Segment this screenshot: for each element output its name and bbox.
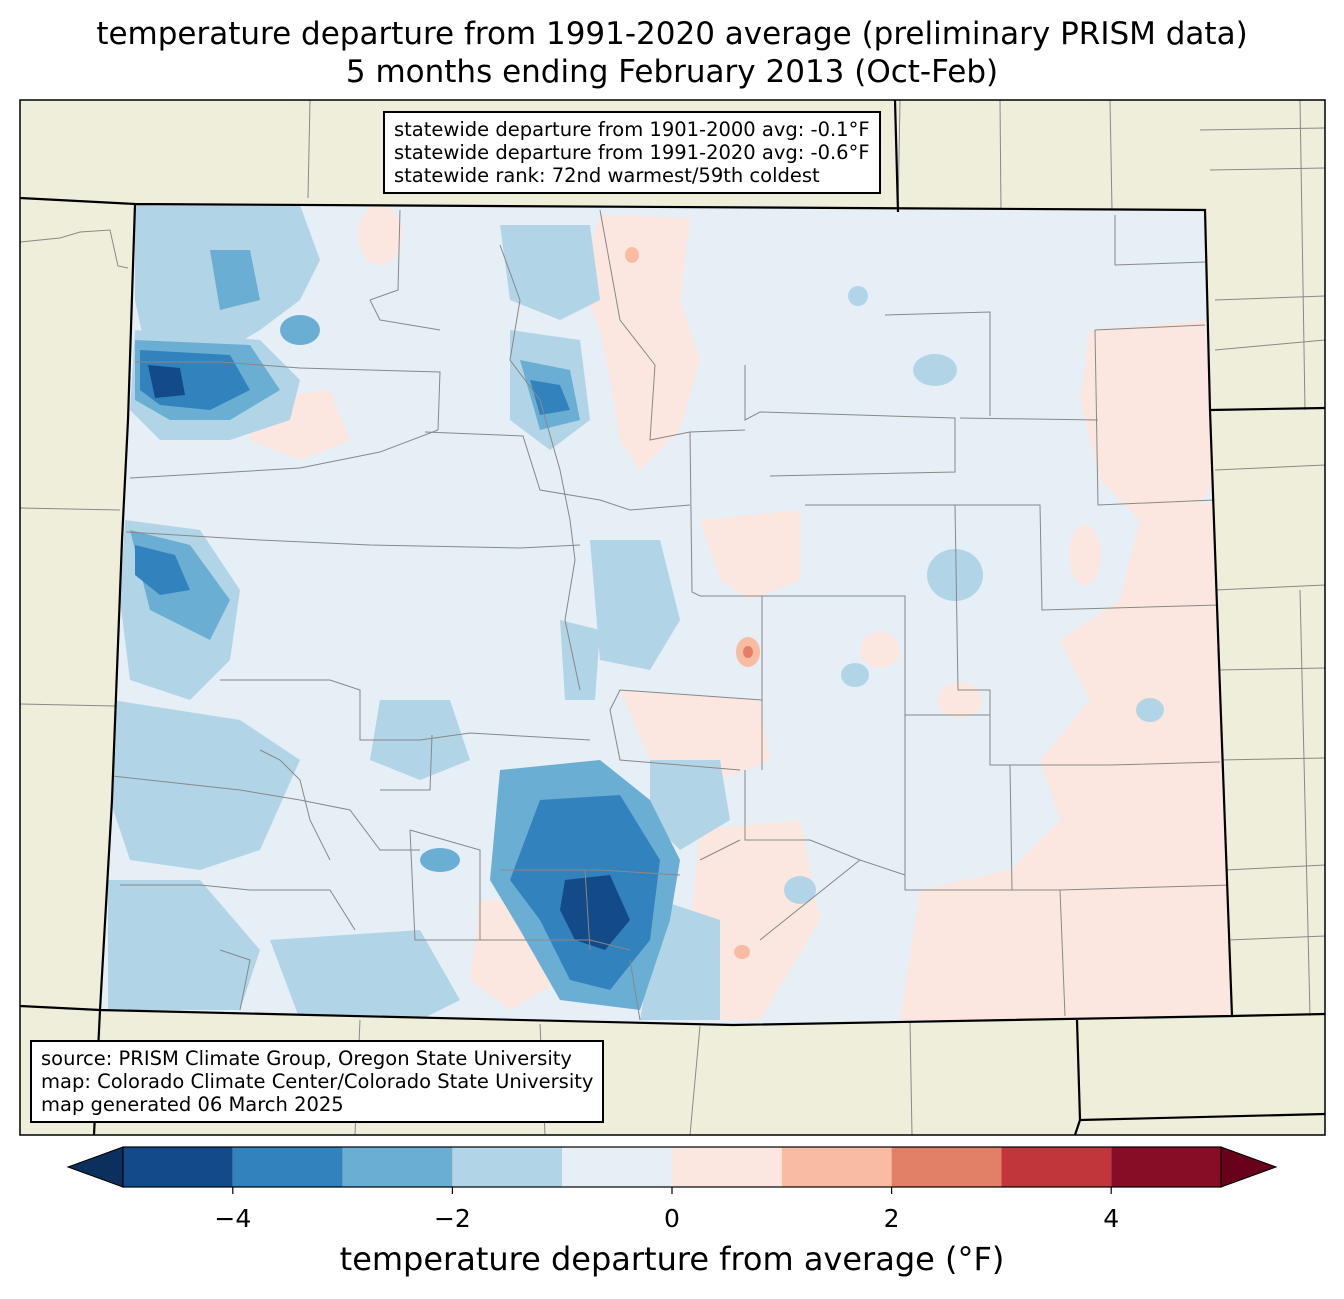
colorbar-bin: [1111, 1147, 1221, 1187]
source-line: map: Colorado Climate Center/Colorado St…: [41, 1070, 594, 1093]
stats-line: statewide departure from 1901-2000 avg: …: [394, 118, 870, 141]
source-box: source: PRISM Climate Group, Oregon Stat…: [30, 1040, 605, 1123]
colorbar-tick-label: 2: [883, 1204, 900, 1233]
stats-box: statewide departure from 1901-2000 avg: …: [383, 111, 881, 194]
colorbar-bin: [891, 1147, 1002, 1187]
colorbar-bin: [452, 1147, 563, 1187]
colorbar-tick-label: 0: [664, 1204, 680, 1233]
source-line: source: PRISM Climate Group, Oregon Stat…: [41, 1047, 572, 1070]
colorbar-bin: [123, 1147, 233, 1187]
source-line: map generated 06 March 2025: [41, 1093, 344, 1116]
map-title: temperature departure from 1991-2020 ave…: [96, 16, 1248, 52]
colorbar-bin: [232, 1147, 343, 1187]
colorbar-bin: [1001, 1147, 1112, 1187]
colorbar-bin: [562, 1147, 672, 1187]
colorbar: [66, 1146, 1278, 1194]
colorbar-tick-label: −2: [433, 1204, 471, 1233]
colorbar-tick-label: 4: [1103, 1204, 1120, 1233]
map-frame: [19, 99, 1326, 1136]
colorbar-over-extension: [1220, 1146, 1278, 1188]
county-lines: [111, 209, 1231, 1021]
colorado-anomaly-field: [100, 204, 1232, 1025]
colorbar-tick-label: −4: [214, 1204, 252, 1233]
colorbar-bin: [781, 1147, 892, 1187]
map-subtitle: 5 months ending February 2013 (Oct-Feb): [345, 54, 999, 90]
colorbar-under-extension: [66, 1146, 124, 1188]
stats-line: statewide departure from 1991-2020 avg: …: [394, 141, 870, 164]
colorbar-label: temperature departure from average (°F): [339, 1240, 1005, 1278]
stats-line: statewide rank: 72nd warmest/59th coldes…: [394, 164, 820, 187]
colorbar-bin: [672, 1147, 782, 1187]
colorbar-bin: [342, 1147, 453, 1187]
